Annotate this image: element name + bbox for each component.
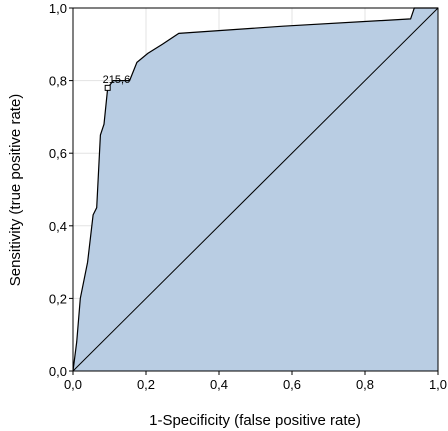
- y-tick-label: 0,4: [49, 219, 67, 234]
- x-tick-label: 1,0: [429, 377, 447, 392]
- y-tick-label: 1,0: [49, 1, 67, 16]
- y-axis-ticks: 0,0 0,2 0,4 0,6 0,8 1,0: [49, 1, 73, 379]
- x-tick-label: 0,6: [283, 377, 301, 392]
- y-tick-label: 0,8: [49, 74, 67, 89]
- y-tick-label: 0,6: [49, 146, 67, 161]
- reference-diagonal-line: [72, 7, 439, 372]
- x-tick-label: 0,8: [356, 377, 374, 392]
- x-tick-label: 0,2: [137, 377, 155, 392]
- x-axis-ticks: 0,0 0,2 0,4 0,6 0,8 1,0: [64, 371, 447, 392]
- y-tick-label: 0,2: [49, 291, 67, 306]
- plot-frame: [72, 7, 439, 372]
- x-tick-label: 0,0: [64, 377, 82, 392]
- x-tick-label: 0,4: [210, 377, 228, 392]
- x-axis-title: 1-Specificity (false positive rate): [149, 412, 361, 429]
- cutoff-label: 215,6: [103, 74, 131, 86]
- roc-curve-line: [72, 7, 438, 372]
- y-tick-label: 0,0: [49, 364, 67, 379]
- y-axis-title: Sensitivity (true positive rate): [7, 94, 24, 287]
- cutoff-marker: [104, 84, 111, 91]
